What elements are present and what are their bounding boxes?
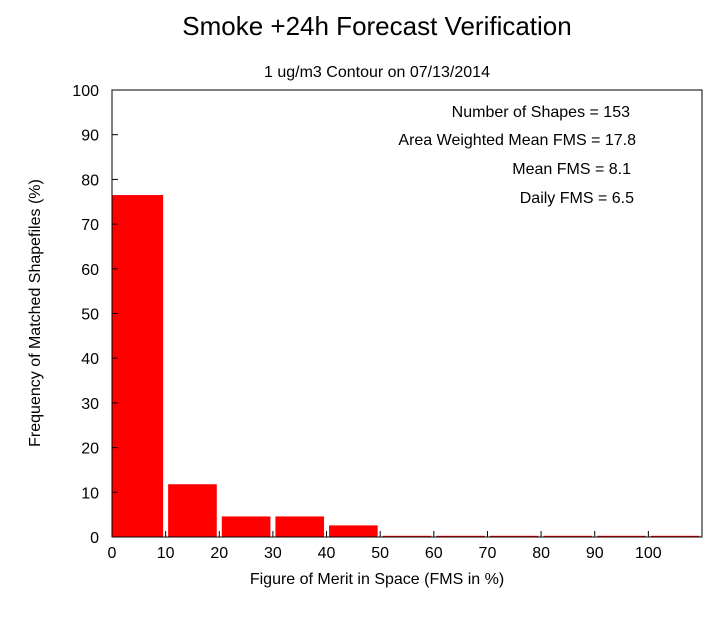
bar-40 [329,525,378,537]
x-tick-label: 10 [157,545,175,562]
y-tick-label: 50 [81,307,99,324]
x-axis-ticks: 0 10 20 30 40 50 60 70 80 90 100 [108,531,662,562]
y-axis-ticks: 0 10 20 30 40 50 60 70 80 90 100 [72,83,118,547]
bar-10 [168,484,217,537]
y-tick-label: 80 [81,172,99,189]
x-tick-label: 60 [425,545,443,562]
y-tick-label: 10 [81,485,99,502]
stat-area-weighted-mean-fms: Area Weighted Mean FMS = 17.8 [398,132,636,149]
y-tick-label: 90 [81,128,99,145]
x-tick-label: 50 [371,545,389,562]
x-tick-label: 100 [635,545,662,562]
x-axis-label: Figure of Merit in Space (FMS in %) [250,571,504,588]
bar-50 [382,535,432,537]
y-tick-label: 70 [81,217,99,234]
y-tick-label: 40 [81,351,99,368]
chart-subtitle: 1 ug/m3 Contour on 07/13/2014 [264,64,490,81]
x-tick-label: 70 [479,545,497,562]
bar-80 [543,535,593,537]
x-tick-label: 30 [264,545,282,562]
bar-0 [112,195,164,538]
bar-20 [221,516,271,537]
chart-title: Smoke +24h Forecast Verification [182,11,571,41]
y-axis-label: Frequency of Matched Shapefiles (%) [27,179,44,447]
stat-mean-fms: Mean FMS = 8.1 [512,161,631,178]
bar-30 [275,516,325,537]
y-tick-label: 60 [81,262,99,279]
stat-number-of-shapes: Number of Shapes = 153 [452,104,630,121]
bar-90 [597,535,646,537]
y-tick-label: 30 [81,396,99,413]
x-tick-label: 40 [318,545,336,562]
x-tick-label: 0 [108,545,117,562]
stat-daily-fms: Daily FMS = 6.5 [520,190,634,207]
bars-group [112,195,700,538]
bar-60 [436,535,485,537]
stats-box: Number of Shapes = 153 Area Weighted Mea… [398,104,636,207]
x-tick-label: 20 [210,545,228,562]
y-tick-label: 0 [90,530,99,547]
y-tick-label: 100 [72,83,99,100]
x-tick-label: 90 [586,545,604,562]
bar-100 [650,535,700,537]
bar-70 [489,535,539,537]
y-tick-label: 20 [81,441,99,458]
x-tick-label: 80 [532,545,550,562]
